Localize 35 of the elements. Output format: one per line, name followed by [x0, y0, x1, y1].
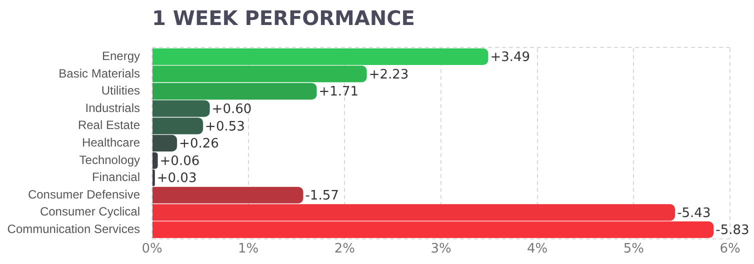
data-label: +0.03 — [156, 171, 197, 186]
y-tick-label: Real Estate — [78, 118, 140, 132]
data-label: -1.57 — [305, 188, 339, 204]
y-tick-label: Consumer Cyclical — [40, 204, 140, 219]
y-tick-label: Technology — [79, 152, 140, 167]
y-tick-label: Consumer Defensive — [28, 187, 140, 202]
bar — [152, 134, 178, 152]
x-tick-label: 6% — [720, 242, 740, 257]
y-tick-label: Utilities — [101, 84, 140, 98]
data-label: +3.49 — [490, 50, 530, 66]
y-tick-label: Basic Materials — [58, 66, 140, 80]
data-label: +0.26 — [179, 136, 219, 152]
bar — [152, 186, 304, 204]
y-tick-label: Financial — [92, 170, 140, 184]
y-tick-label: Energy — [102, 48, 140, 63]
x-tick-label: 5% — [623, 242, 644, 257]
y-tick-label: Industrials — [85, 100, 140, 115]
y-tick-label: Healthcare — [82, 136, 140, 150]
data-label: +0.06 — [160, 154, 200, 169]
data-label: -5.83 — [716, 223, 750, 238]
data-label: -5.43 — [677, 206, 711, 221]
x-tick-label: 2% — [334, 242, 355, 257]
data-label: +2.23 — [368, 67, 409, 82]
x-tick-label: 4% — [527, 242, 548, 257]
bar — [152, 48, 488, 65]
bar — [152, 82, 317, 100]
data-label: +0.60 — [212, 102, 252, 117]
x-tick-label: 0% — [142, 242, 162, 257]
x-tick-label: 1% — [238, 242, 259, 257]
data-label: +0.53 — [205, 119, 245, 134]
chart-title: 1 WEEK PERFORMANCE — [152, 6, 415, 30]
data-label: +1.71 — [318, 84, 359, 100]
bar — [152, 66, 367, 82]
y-tick-label: Communication Services — [7, 222, 140, 236]
x-tick-label: 3% — [430, 242, 452, 257]
